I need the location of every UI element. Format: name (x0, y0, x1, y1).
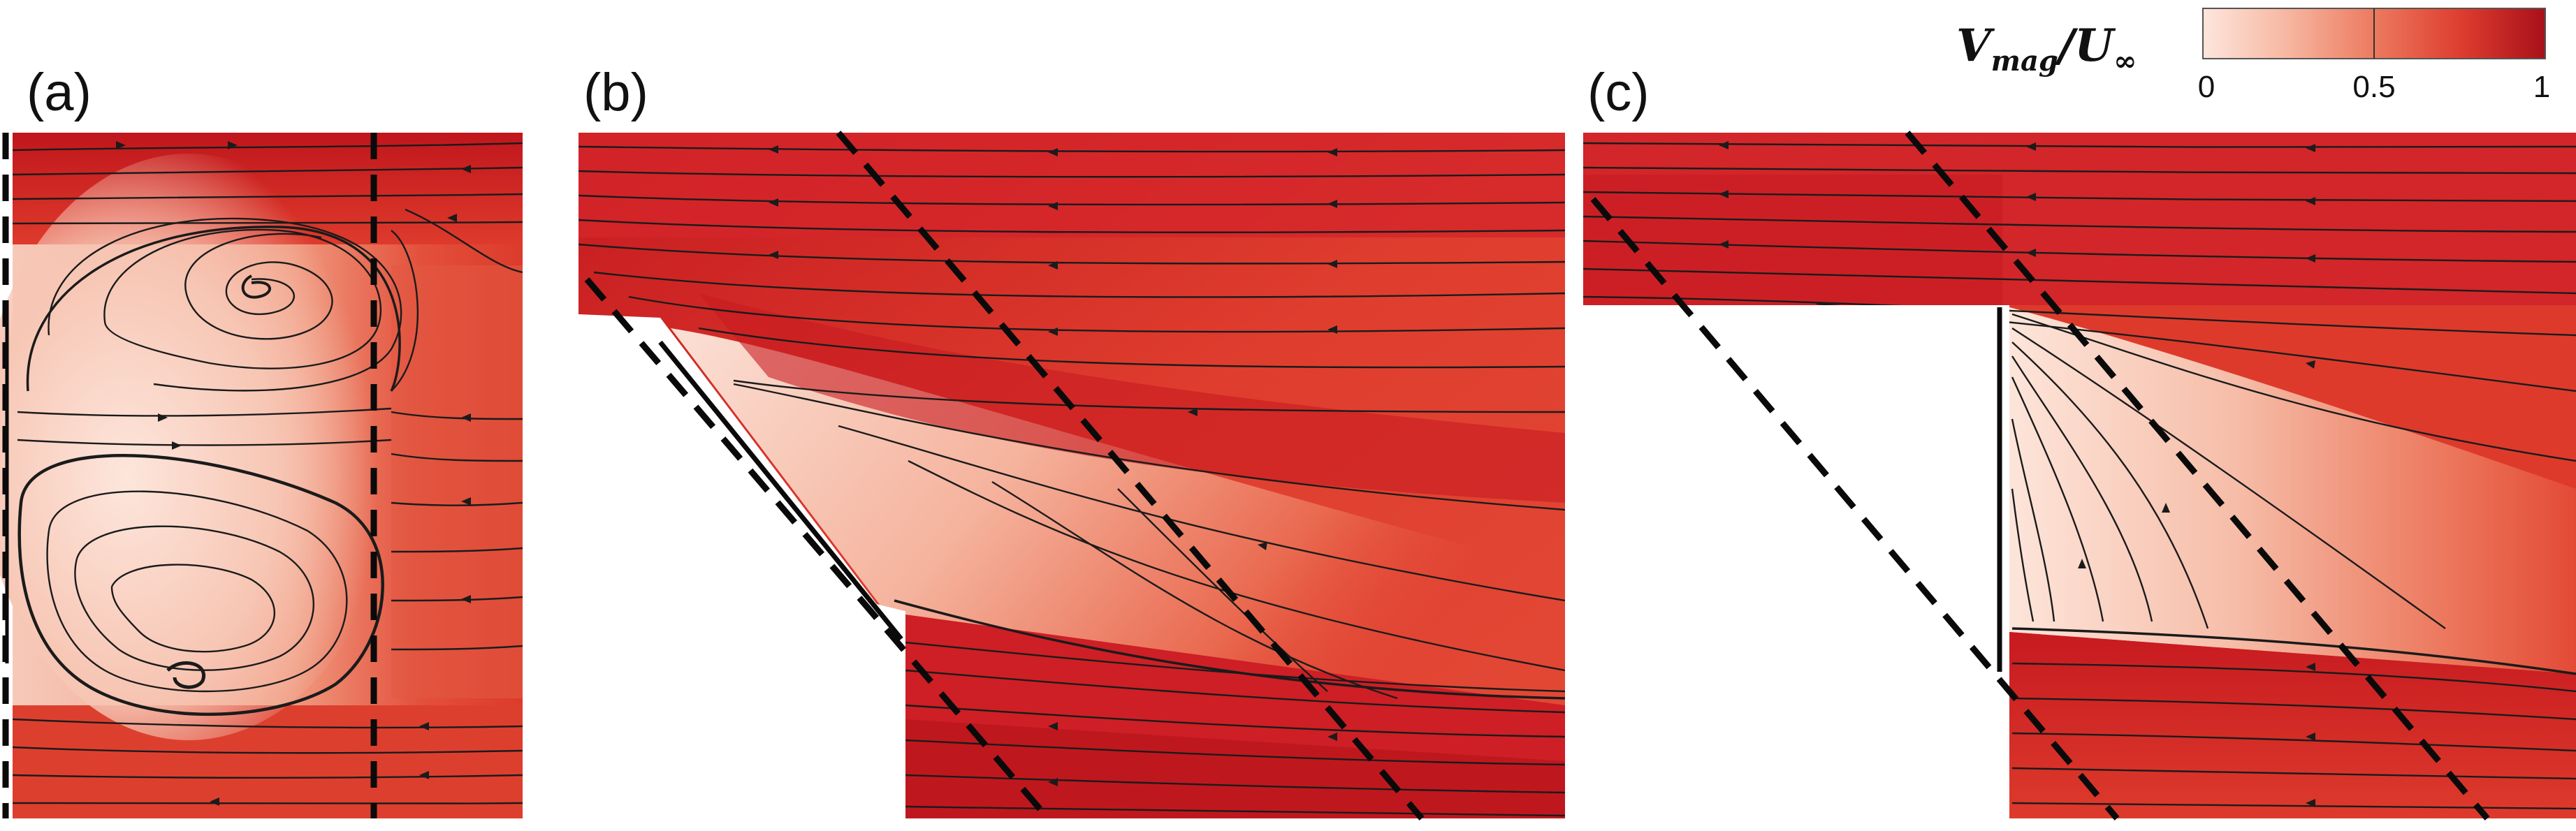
colorbar-over-sub: ∞ (2113, 44, 2137, 78)
panel-a-field (0, 133, 523, 818)
panel-a-arrowheads (116, 141, 471, 806)
colorbar-tick-1: 1 (2533, 70, 2551, 104)
panel-b-plate (658, 340, 903, 641)
panel-b-streamlines (578, 145, 1565, 817)
colorbar-title: Vmag/U∞ (1956, 20, 2137, 78)
panel-c-field (1583, 133, 2576, 818)
panel-a-streamlines (13, 142, 523, 805)
panel-c-streamlines (1583, 142, 2576, 810)
panel-b-label: (b) (583, 63, 648, 122)
colorbar-over: /U (2058, 20, 2114, 72)
panel-b-arrowheads (769, 145, 1337, 786)
panel-c-lower-dashed-line (1590, 197, 2120, 821)
panel-a-label: (a) (27, 63, 92, 122)
panel-b-lower-dashed-line (584, 277, 1051, 821)
colorbar-tick-0: 0 (2197, 70, 2215, 104)
panel-c-label: (c) (1587, 63, 1650, 122)
panel-b-upper-dashed-line (836, 131, 1425, 821)
colorbar (2202, 8, 2546, 59)
colorbar-tick-05: 0.5 (2352, 70, 2396, 104)
panel-c-arrowheads (1719, 141, 2315, 807)
colorbar-quantity: V (1956, 20, 1991, 72)
colorbar-quantity-sub: mag (1991, 44, 2058, 78)
panel-c-upper-dashed-line (1905, 131, 2490, 821)
